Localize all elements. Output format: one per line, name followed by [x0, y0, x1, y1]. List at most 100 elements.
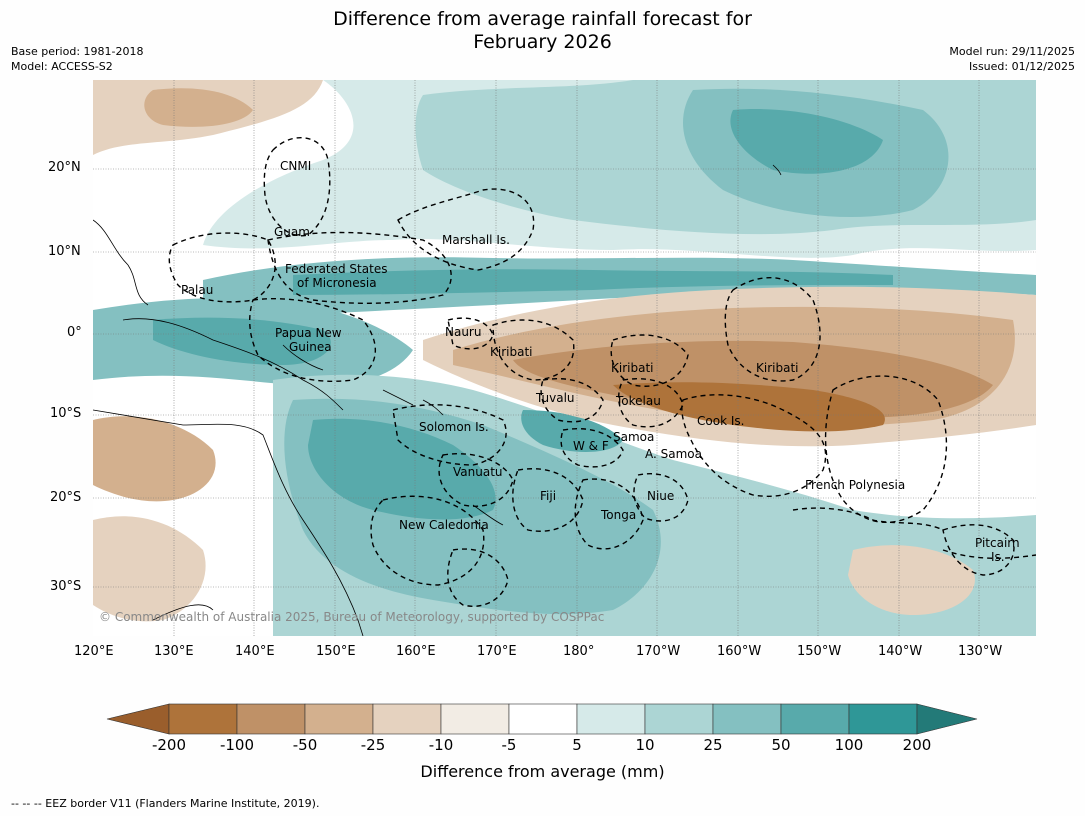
model-name: Model: ACCESS-S2	[11, 60, 113, 73]
coast-philippines	[93, 219, 149, 306]
label-french-polynesia: French Polynesia	[805, 478, 905, 492]
wet-solomon-core	[521, 410, 623, 452]
colorbar	[106, 703, 978, 735]
eez-tonga	[574, 478, 644, 550]
lat-tick-20n: 20°N	[48, 160, 81, 175]
meta-right: Model run: 29/11/2025 Issued: 01/12/2025	[949, 44, 1075, 74]
colorbar-extend-low	[106, 703, 170, 735]
coast-solomons	[382, 389, 444, 416]
dry-patch-se	[848, 545, 975, 615]
coast-hawaii	[772, 164, 782, 176]
eez-borders	[168, 136, 1036, 607]
lon-tick-170w: 170°W	[636, 644, 681, 659]
eez-vanuatu	[438, 453, 514, 507]
model-run: Model run: 29/11/2025	[949, 45, 1075, 58]
coast-south	[152, 604, 214, 621]
dry-patch-nw-core	[144, 88, 253, 127]
label-tonga: Tonga	[600, 508, 636, 522]
label-new-caledonia: New Caledonia	[399, 518, 489, 532]
itcz-core	[293, 269, 893, 295]
colorbar-tick: 100	[834, 736, 864, 754]
lat-tick-0: 0°	[67, 325, 82, 340]
rainfall-anomaly-map: CNMI Guam Marshall Is. Federated States …	[93, 80, 1036, 636]
coast-new-guinea	[122, 318, 344, 411]
colorbar-cell	[508, 703, 578, 735]
label-kiribati-west: Kiribati	[490, 345, 532, 359]
eez-boundary-south	[792, 507, 1036, 559]
eez-cnmi	[263, 136, 331, 237]
lon-tick-160e: 160°E	[396, 644, 436, 659]
lon-tick-130w: 130°W	[958, 644, 1003, 659]
colorbar-cell	[372, 703, 442, 735]
eez-footnote: -- -- -- EEZ border V11 (Flanders Marine…	[11, 797, 320, 810]
title-line-2: February 2026	[473, 31, 612, 53]
eez-png	[249, 298, 377, 382]
label-cnmi: CNMI	[280, 159, 311, 173]
label-cook: Cook Is.	[697, 414, 744, 428]
eez-solomon	[392, 404, 507, 466]
base-period: Base period: 1981-2018	[11, 45, 144, 58]
colorbar-tick: 50	[771, 736, 791, 754]
colorbar-tick: 5	[572, 736, 582, 754]
lon-tick-150w: 150°W	[797, 644, 842, 659]
eez-french-polynesia	[824, 375, 948, 524]
lon-tick-160w: 160°W	[717, 644, 762, 659]
eez-pitcairn	[942, 524, 1015, 576]
colorbar-cell	[168, 703, 238, 735]
lat-tick-10s: 10°S	[50, 406, 82, 421]
lon-tick-120e: 120°E	[74, 644, 114, 659]
label-png-line1: Papua New	[275, 326, 342, 340]
colorbar-cell	[848, 703, 918, 735]
lon-tick-150e: 150°E	[316, 644, 356, 659]
label-nauru: Nauru	[445, 325, 481, 339]
label-png-line2: Guinea	[289, 340, 332, 354]
eez-norfolk	[447, 548, 509, 607]
label-marshall: Marshall Is.	[442, 233, 510, 247]
colorbar-cell	[712, 703, 782, 735]
colorbar-cell	[440, 703, 510, 735]
dry-patch-australia	[93, 416, 216, 502]
label-american-samoa: A. Samoa	[645, 447, 702, 461]
label-pitcairn-line2: Is.	[991, 550, 1005, 564]
title-line-1: Difference from average rainfall forecas…	[333, 8, 752, 30]
lat-tick-10n: 10°N	[48, 244, 81, 259]
eez-fiji	[512, 468, 584, 532]
eez-kiribati-central	[610, 334, 689, 387]
label-wallis-futuna: W & F	[573, 439, 609, 453]
lat-tick-20s: 20°S	[50, 490, 82, 505]
label-kiribati-east: Kiribati	[756, 361, 798, 375]
label-solomon: Solomon Is.	[419, 420, 489, 434]
wet-coral-sea-core	[308, 418, 496, 520]
colorbar-tick: -200	[151, 736, 187, 754]
eez-tuvalu	[540, 378, 604, 423]
eez-fsm	[267, 231, 452, 304]
colorbar-cell	[236, 703, 306, 735]
label-samoa: Samoa	[613, 430, 654, 444]
label-fiji: Fiji	[540, 489, 556, 503]
label-fsm-line1: Federated States	[285, 262, 387, 276]
issued-date: Issued: 01/12/2025	[968, 60, 1075, 73]
map-title: Difference from average rainfall forecas…	[0, 8, 1085, 54]
colorbar-tick: 10	[635, 736, 655, 754]
label-pitcairn-line1: Pitcairn	[975, 536, 1020, 550]
lon-tick-180: 180°	[563, 644, 595, 659]
lon-tick-130e: 130°E	[154, 644, 194, 659]
eez-nauru	[447, 317, 494, 350]
colorbar-tick: -25	[360, 736, 386, 754]
colorbar-tick: 25	[703, 736, 723, 754]
label-guam: Guam	[274, 225, 310, 239]
colorbar-tick: -100	[219, 736, 255, 754]
dry-patch-sw	[93, 516, 206, 622]
eez-niue	[633, 473, 689, 522]
meta-left: Base period: 1981-2018 Model: ACCESS-S2	[11, 44, 143, 74]
wet-png-core	[153, 317, 331, 365]
colorbar-extend-high	[916, 703, 978, 735]
colorbar-cell	[780, 703, 850, 735]
label-fsm-line2: of Micronesia	[297, 276, 377, 290]
label-niue: Niue	[647, 489, 674, 503]
label-tuvalu: Tuvalu	[535, 391, 575, 405]
dry-equatorial-core	[613, 382, 885, 432]
eez-palau	[168, 232, 276, 303]
lon-tick-140e: 140°E	[235, 644, 275, 659]
graticule	[93, 80, 1036, 636]
